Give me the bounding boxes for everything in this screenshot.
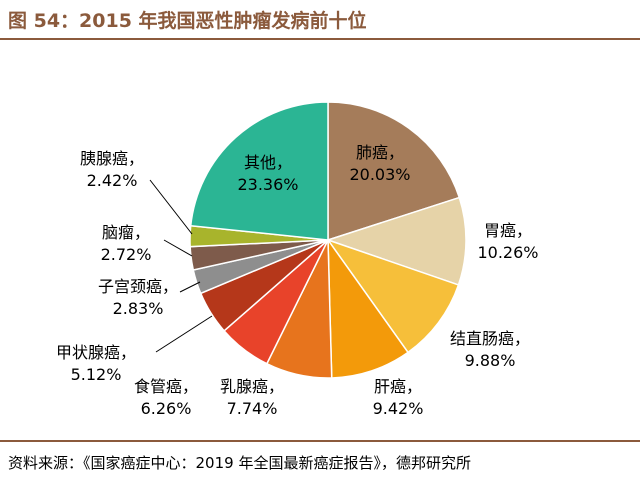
slice-label: 结直肠癌， bbox=[450, 329, 530, 348]
pie-slice bbox=[325, 196, 467, 286]
slice-label: 其他， bbox=[244, 153, 292, 172]
slice-value-label: 2.42% bbox=[87, 171, 138, 190]
leader-line bbox=[179, 281, 201, 293]
slice-label: 子宫颈癌， bbox=[98, 277, 178, 296]
slice-value-label: 10.26% bbox=[477, 243, 538, 262]
leader-line bbox=[155, 315, 213, 353]
leader-lines bbox=[149, 179, 213, 353]
pie-chart: 肺癌， 20.03% 胃癌， 10.26% 结直肠癌， 9.88% 肝癌， 9.42% 乳腺癌，… bbox=[56, 101, 539, 418]
source-divider bbox=[0, 440, 640, 442]
pie-slice bbox=[326, 238, 460, 354]
slice-label: 脑瘤， bbox=[102, 223, 150, 242]
slice-label: 胃癌， bbox=[484, 221, 532, 240]
slice-value-label: 9.88% bbox=[465, 351, 516, 370]
pie-slice bbox=[327, 101, 461, 242]
pie-slice bbox=[189, 101, 329, 241]
slice-value-label: 23.36% bbox=[237, 175, 298, 194]
slice-value-label: 20.03% bbox=[349, 165, 410, 184]
slice-label: 胰腺癌， bbox=[80, 149, 144, 168]
slice-labels: 肺癌， 20.03% 胃癌， 10.26% 结直肠癌， 9.88% 肝癌， 9.42% 乳腺癌，… bbox=[56, 143, 539, 418]
slice-value-label: 2.83% bbox=[113, 299, 164, 318]
slice-value-label: 2.72% bbox=[101, 245, 152, 264]
pie-slices bbox=[189, 101, 467, 379]
slice-label: 肺癌， bbox=[356, 143, 404, 162]
slice-value-label: 9.42% bbox=[373, 399, 424, 418]
slice-value-label: 6.26% bbox=[141, 399, 192, 418]
chart-title: 图 54：2015 年我国恶性肿瘤发病前十位 bbox=[8, 10, 367, 32]
slice-label: 食管癌， bbox=[134, 377, 198, 396]
slice-label: 甲状腺癌， bbox=[56, 343, 136, 362]
title-divider bbox=[0, 38, 640, 40]
slice-label: 肝癌， bbox=[374, 377, 422, 396]
leader-line bbox=[149, 179, 193, 235]
pie-slice bbox=[327, 237, 410, 379]
slice-value-label: 7.74% bbox=[227, 399, 278, 418]
leader-line bbox=[163, 239, 193, 257]
slice-value-label: 5.12% bbox=[71, 365, 122, 384]
source-note: 资料来源：《国家癌症中心：2019 年全国最新癌症报告》，德邦研究所 bbox=[8, 454, 471, 472]
slice-label: 乳腺癌， bbox=[220, 377, 284, 396]
